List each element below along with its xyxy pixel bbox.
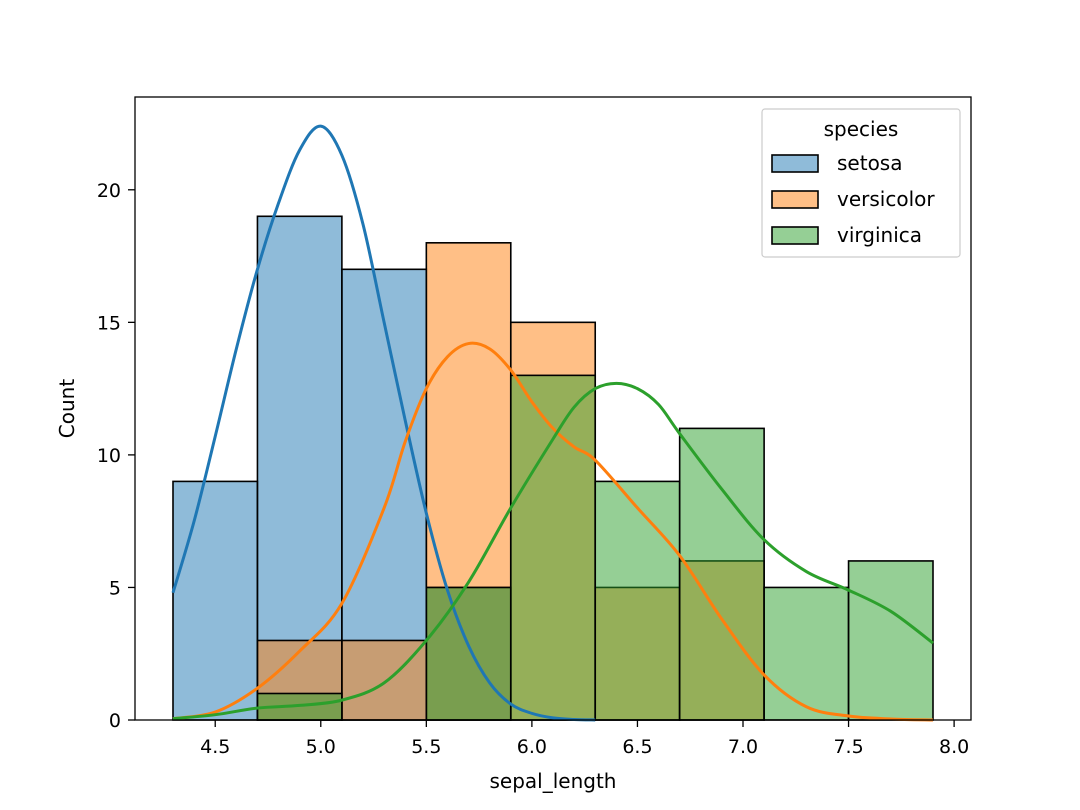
bar-virginica-8 [847,560,934,721]
x-axis-label: sepal_length [490,769,617,793]
kde-line-setosa [171,124,596,722]
bar-versicolor-2 [341,639,428,721]
bar-virginica-7 [763,586,850,721]
x-tick-label: 6.0 [517,736,547,758]
x-axis: 4.5 5.0 5.5 6.0 6.5 7.0 7.5 8.0 [200,720,969,758]
bar-setosa-1 [256,215,343,721]
y-tick-label: 15 [97,312,121,334]
legend-swatch-versicolor [771,190,819,209]
y-tick-label: 5 [109,577,121,599]
legend-label-versicolor: versicolor [837,187,935,211]
plot-frame [134,96,972,721]
x-tick-label: 7.0 [728,736,758,758]
bar-virginica-3 [425,586,512,721]
x-tick-label: 5.5 [411,736,441,758]
legend-label-setosa: setosa [837,151,902,175]
legend-label-virginica: virginica [837,223,922,247]
y-tick-label: 10 [97,445,121,467]
kde-line-virginica [172,381,934,721]
legend-box [761,108,961,258]
legend-swatch-virginica [771,226,819,245]
y-axis: 0 5 10 15 20 [97,180,135,732]
legend-entries: setosa versicolor virginica [771,151,935,247]
bars-layer [172,215,934,721]
bar-setosa-0 [172,480,259,721]
kde-layer [171,124,934,722]
bar-virginica-4 [509,374,597,721]
legend-title: species [824,117,899,141]
y-axis-label: Count [55,379,79,439]
legend: species setosa versicolor virginica [761,108,961,258]
y-tick-label: 20 [97,180,121,202]
x-tick-label: 8.0 [939,736,969,758]
legend-swatch-setosa [771,154,819,173]
bar-virginica-5 [594,480,681,721]
x-tick-label: 6.5 [622,736,652,758]
y-tick-label: 0 [109,710,121,732]
x-tick-label: 7.5 [833,736,863,758]
x-tick-label: 5.0 [306,736,336,758]
x-tick-label: 4.5 [200,736,230,758]
kde-line-versicolor [172,341,934,722]
